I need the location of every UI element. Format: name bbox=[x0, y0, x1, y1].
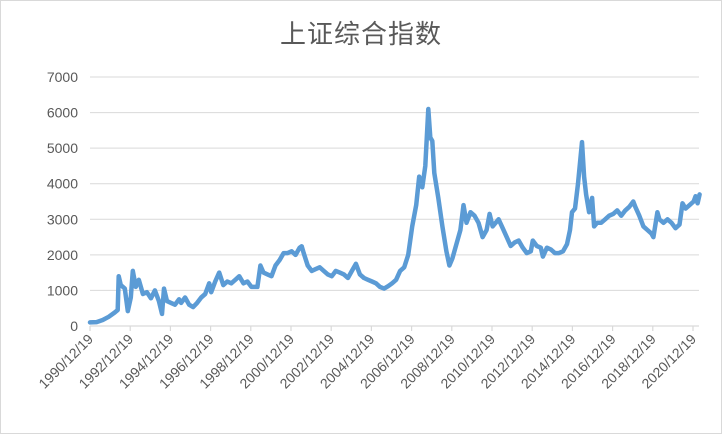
y-tick-label: 2000 bbox=[47, 247, 78, 263]
y-tick-label: 3000 bbox=[47, 211, 78, 227]
y-tick-label: 0 bbox=[70, 318, 78, 334]
x-axis bbox=[89, 325, 699, 331]
y-tick-label: 4000 bbox=[47, 176, 78, 192]
y-axis-labels: 0 1000 2000 3000 4000 5000 6000 7000 bbox=[47, 69, 78, 334]
series-line bbox=[87, 106, 702, 325]
y-tick-label: 1000 bbox=[47, 282, 78, 298]
y-tick-label: 7000 bbox=[47, 69, 78, 85]
gridlines bbox=[90, 76, 699, 291]
y-tick-label: 5000 bbox=[47, 140, 78, 156]
y-tick-label: 6000 bbox=[47, 105, 78, 121]
chart-title: 上证综合指数 bbox=[279, 20, 442, 50]
x-axis-labels: 1990/12/191992/12/191994/12/191996/12/19… bbox=[35, 331, 699, 392]
